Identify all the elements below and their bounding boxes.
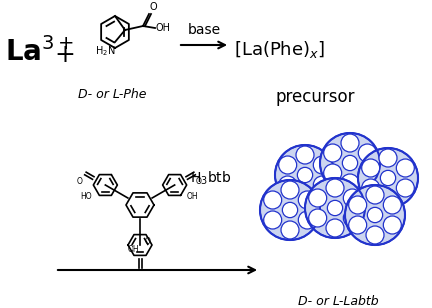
Text: OH: OH bbox=[156, 23, 171, 33]
Circle shape bbox=[299, 191, 316, 209]
Circle shape bbox=[349, 196, 367, 214]
Circle shape bbox=[296, 146, 314, 164]
Circle shape bbox=[362, 179, 380, 197]
Circle shape bbox=[299, 211, 316, 229]
Text: O: O bbox=[76, 177, 82, 187]
Circle shape bbox=[396, 179, 414, 197]
Text: OH: OH bbox=[127, 245, 139, 253]
Circle shape bbox=[264, 211, 282, 229]
Text: H$_3$btb: H$_3$btb bbox=[190, 169, 232, 187]
Text: base: base bbox=[187, 23, 221, 37]
Circle shape bbox=[313, 156, 331, 174]
Circle shape bbox=[279, 176, 297, 194]
Circle shape bbox=[379, 149, 397, 167]
Circle shape bbox=[327, 200, 343, 216]
Circle shape bbox=[283, 202, 298, 218]
Circle shape bbox=[281, 221, 299, 239]
Circle shape bbox=[379, 189, 397, 207]
Circle shape bbox=[396, 159, 414, 177]
Circle shape bbox=[341, 134, 359, 152]
Circle shape bbox=[362, 159, 380, 177]
Circle shape bbox=[324, 164, 342, 182]
Circle shape bbox=[305, 178, 365, 238]
Circle shape bbox=[279, 156, 297, 174]
Circle shape bbox=[366, 226, 384, 244]
Text: D- or L-Labtb: D- or L-Labtb bbox=[298, 295, 378, 308]
Circle shape bbox=[383, 216, 401, 234]
Text: O: O bbox=[196, 177, 202, 187]
Circle shape bbox=[324, 144, 342, 162]
Circle shape bbox=[309, 209, 327, 227]
Text: O: O bbox=[145, 237, 151, 245]
Circle shape bbox=[342, 155, 358, 171]
Circle shape bbox=[309, 189, 327, 207]
Text: O: O bbox=[150, 2, 158, 12]
Circle shape bbox=[260, 180, 320, 240]
Text: H$_2$N: H$_2$N bbox=[95, 44, 115, 58]
Circle shape bbox=[326, 219, 344, 237]
Circle shape bbox=[313, 176, 331, 194]
Circle shape bbox=[349, 216, 367, 234]
Circle shape bbox=[326, 179, 344, 197]
Text: La$^{3+}$: La$^{3+}$ bbox=[5, 37, 74, 67]
Circle shape bbox=[341, 174, 359, 192]
Circle shape bbox=[358, 144, 376, 162]
Text: OH: OH bbox=[187, 192, 199, 201]
Circle shape bbox=[281, 181, 299, 199]
Text: HO: HO bbox=[80, 192, 92, 201]
Circle shape bbox=[358, 148, 418, 208]
Circle shape bbox=[343, 189, 361, 207]
Circle shape bbox=[345, 185, 405, 245]
Circle shape bbox=[343, 209, 361, 227]
Circle shape bbox=[264, 191, 282, 209]
Text: D- or L-Phe: D- or L-Phe bbox=[78, 88, 146, 101]
Text: precursor: precursor bbox=[275, 88, 355, 106]
Circle shape bbox=[358, 164, 376, 182]
Circle shape bbox=[383, 196, 401, 214]
Circle shape bbox=[275, 145, 335, 205]
Circle shape bbox=[380, 170, 396, 186]
Circle shape bbox=[320, 133, 380, 193]
Circle shape bbox=[296, 186, 314, 204]
Text: +: + bbox=[54, 43, 76, 67]
Circle shape bbox=[366, 186, 384, 204]
Circle shape bbox=[297, 167, 313, 183]
Circle shape bbox=[367, 207, 383, 223]
Text: [La(Phe)$_x$]: [La(Phe)$_x$] bbox=[234, 39, 325, 60]
